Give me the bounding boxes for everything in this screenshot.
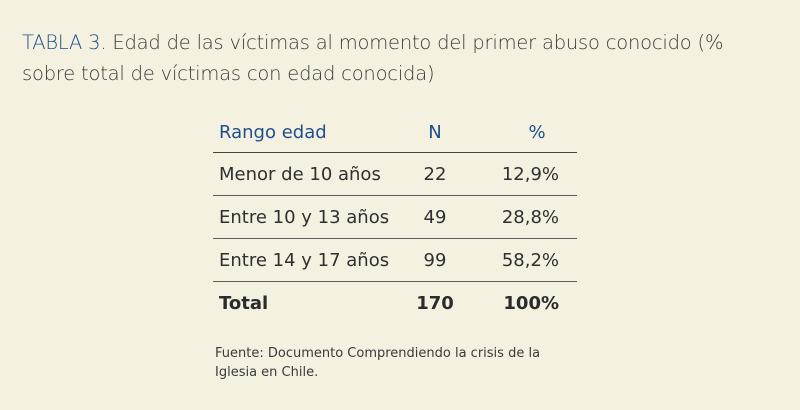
table-title: TABLA 3. Edad de las víctimas al momento… [22, 27, 782, 89]
cell-n: 49 [423, 206, 447, 228]
cell-range: Menor de 10 años [219, 163, 381, 185]
total-n: 170 [416, 292, 454, 314]
table-number-label: TABLA 3. [22, 31, 107, 54]
cell-n: 22 [423, 163, 447, 185]
data-table: Rango edad N % Menor de 10 años 22 12,9%… [213, 112, 577, 324]
total-percent: 100% [503, 292, 559, 314]
header-rango-edad: Rango edad [219, 121, 327, 143]
table-row: Entre 14 y 17 años 99 58,2% [213, 239, 577, 282]
cell-range: Entre 14 y 17 años [219, 249, 390, 271]
source-note: Fuente: Documento Comprendiendo la crisi… [215, 346, 541, 380]
cell-range: Entre 10 y 13 años [219, 206, 390, 228]
table-row: Menor de 10 años 22 12,9% [213, 153, 577, 196]
header-n: N [428, 121, 442, 143]
table-title-text: Edad de las víctimas al momento del prim… [22, 31, 724, 85]
total-label: Total [219, 292, 269, 314]
table-header-row: Rango edad N % [213, 112, 577, 153]
cell-percent: 58,2% [501, 249, 559, 271]
cell-percent: 12,9% [501, 163, 559, 185]
table-total-row: Total 170 100% [213, 282, 577, 324]
table-row: Entre 10 y 13 años 49 28,8% [213, 196, 577, 239]
header-percent: % [528, 121, 546, 143]
cell-n: 99 [423, 249, 447, 271]
cell-percent: 28,8% [501, 206, 559, 228]
